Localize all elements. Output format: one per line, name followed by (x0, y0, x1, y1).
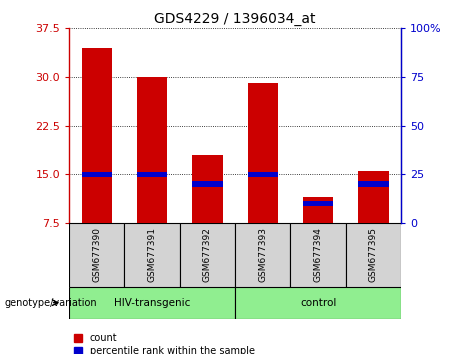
Bar (192, 182, 223, 187)
Bar (192, 155, 223, 223)
Text: GSM677394: GSM677394 (313, 227, 323, 282)
Text: HIV-transgenic: HIV-transgenic (114, 298, 190, 308)
Bar (82, 172, 112, 177)
Bar (137, 172, 167, 177)
FancyBboxPatch shape (180, 223, 235, 287)
Bar (248, 84, 278, 223)
Text: GSM677390: GSM677390 (92, 227, 101, 282)
FancyBboxPatch shape (69, 287, 235, 319)
Bar (248, 172, 278, 177)
Text: GSM677391: GSM677391 (148, 227, 157, 282)
FancyBboxPatch shape (235, 223, 290, 287)
Text: GSM677393: GSM677393 (258, 227, 267, 282)
Title: GDS4229 / 1396034_at: GDS4229 / 1396034_at (154, 12, 316, 26)
FancyBboxPatch shape (290, 223, 346, 287)
Legend: count, percentile rank within the sample: count, percentile rank within the sample (74, 333, 254, 354)
Bar (303, 197, 333, 223)
FancyBboxPatch shape (346, 223, 401, 287)
Text: genotype/variation: genotype/variation (5, 298, 97, 308)
Bar (358, 182, 389, 187)
Bar (303, 201, 333, 206)
Bar (82, 48, 112, 223)
Text: control: control (300, 298, 336, 308)
Bar (358, 171, 389, 223)
Text: GSM677395: GSM677395 (369, 227, 378, 282)
FancyBboxPatch shape (235, 287, 401, 319)
FancyBboxPatch shape (124, 223, 180, 287)
Bar (137, 77, 167, 223)
FancyBboxPatch shape (69, 223, 124, 287)
Text: GSM677392: GSM677392 (203, 227, 212, 282)
